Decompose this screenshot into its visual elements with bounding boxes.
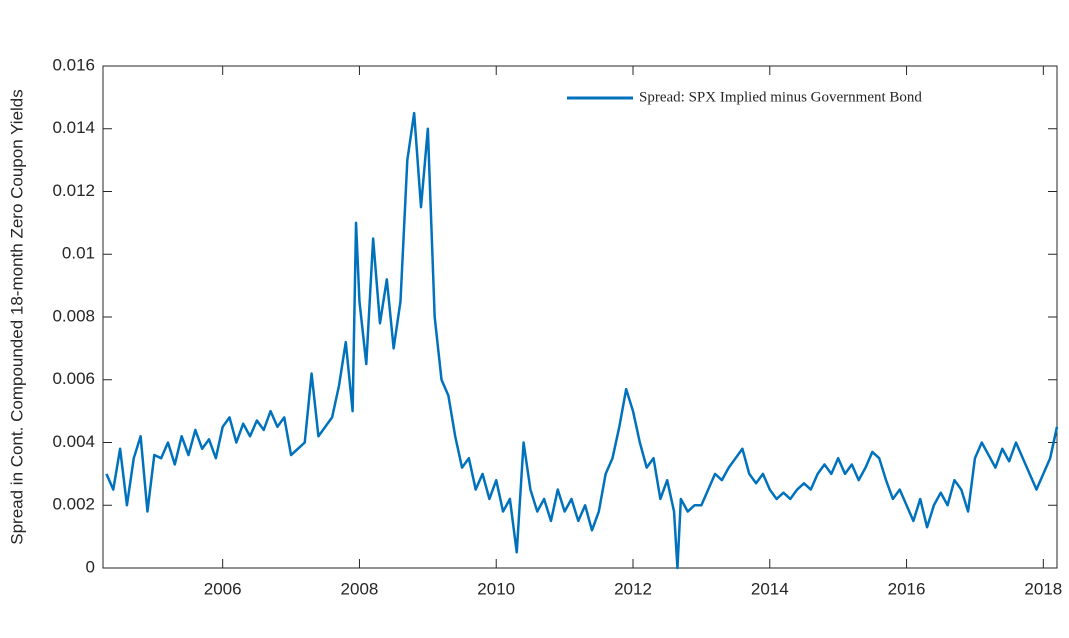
x-tick-label: 2018 (1024, 579, 1062, 598)
x-tick-label: 2012 (614, 579, 652, 598)
x-tick-label: 2010 (477, 579, 515, 598)
data-line (105, 111, 1059, 570)
y-tick-label: 0.002 (52, 495, 95, 514)
y-tick-label: 0.014 (52, 118, 95, 137)
y-tick-label: 0.008 (52, 306, 95, 325)
x-tick-label: 2006 (204, 579, 242, 598)
plot-area (102, 65, 1058, 569)
x-tick-label: 2008 (341, 579, 379, 598)
legend-label: Spread: SPX Implied minus Government Bon… (639, 89, 922, 105)
y-tick-label: 0.006 (52, 369, 95, 388)
y-tick-label: 0.01 (62, 244, 95, 263)
x-tick-label: 2014 (751, 579, 789, 598)
y-tick-label: 0 (86, 557, 95, 576)
x-tick-label: 2016 (888, 579, 926, 598)
y-axis-label: Spread in Cont. Compounded 18-month Zero… (7, 89, 26, 545)
y-tick-label: 0.016 (52, 55, 95, 74)
y-tick-label: 0.012 (52, 181, 95, 200)
y-tick-label: 0.004 (52, 432, 95, 451)
